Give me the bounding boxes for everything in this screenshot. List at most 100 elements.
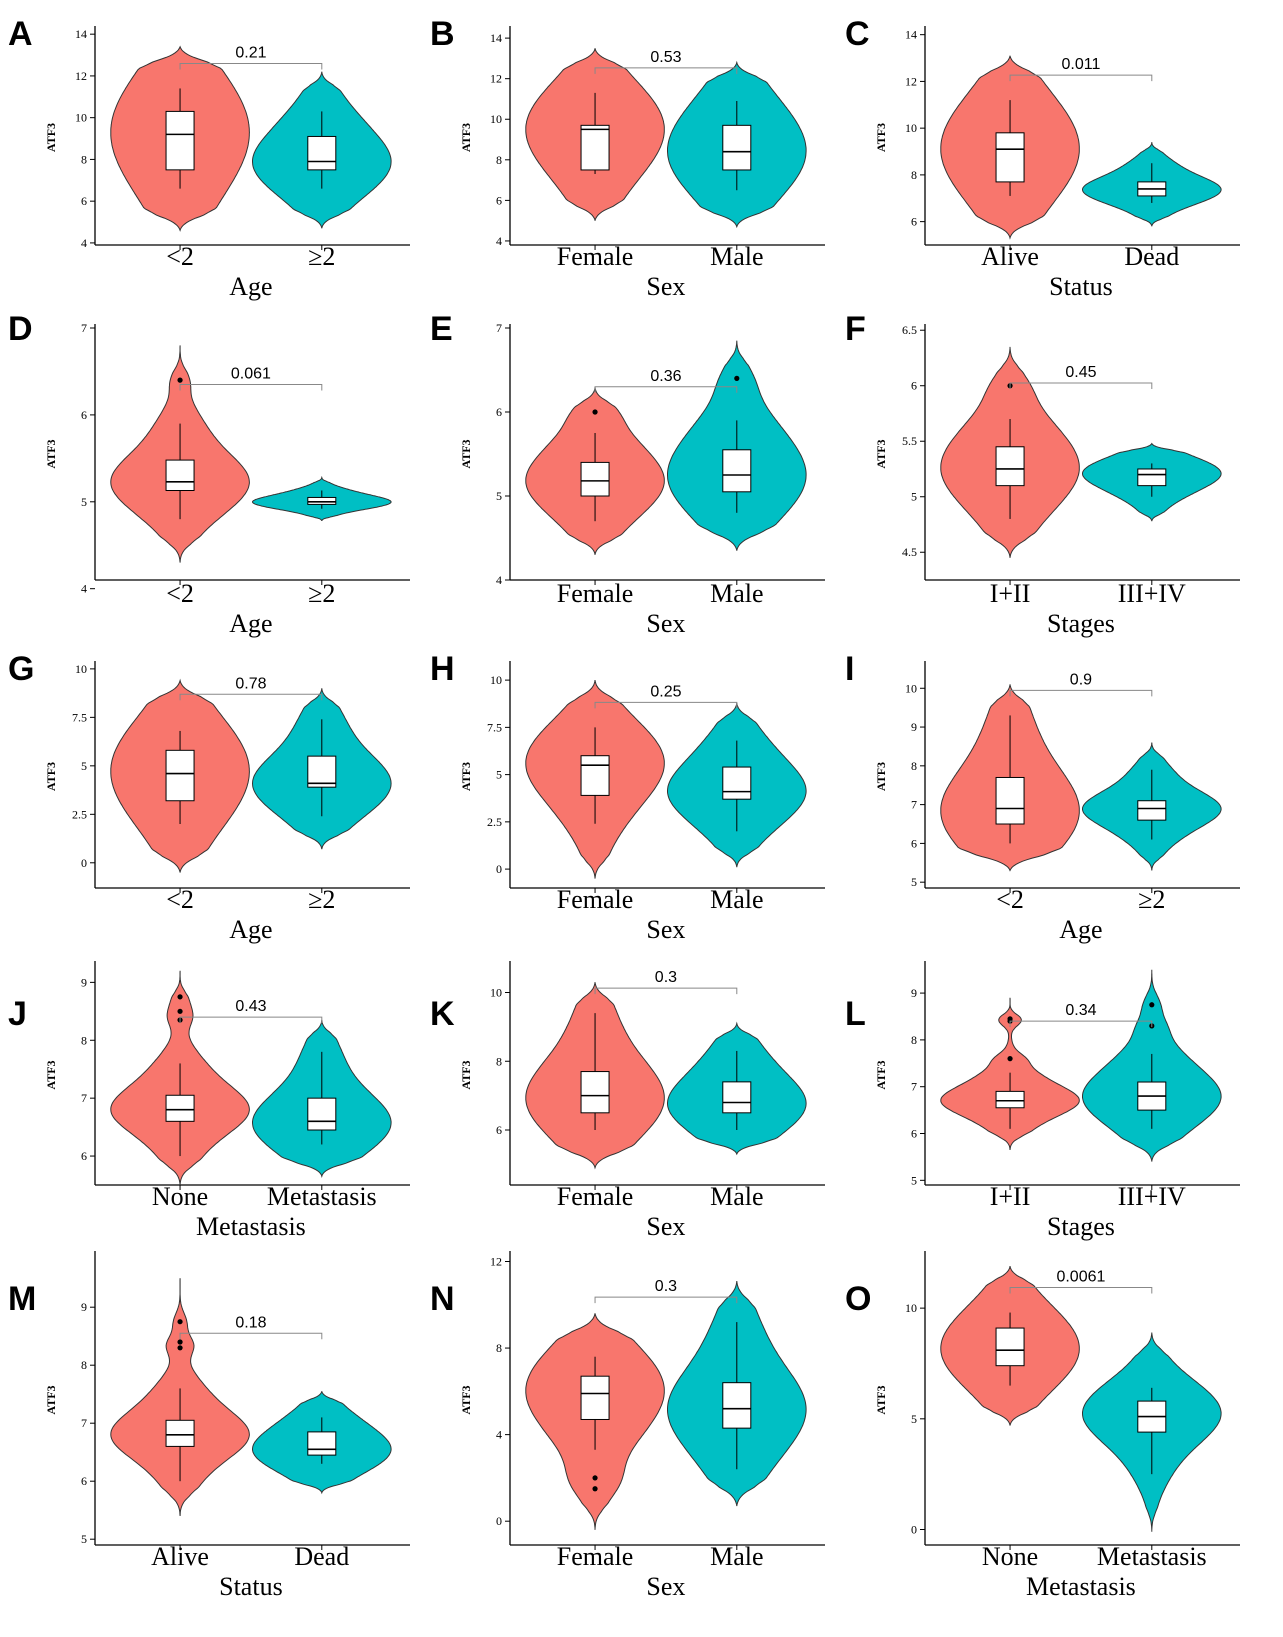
y-tick-label: 5 [81,1532,87,1546]
y-tick-label: 10 [490,112,502,126]
panel-letter: L [845,995,866,1033]
y-tick-label: 10 [75,662,87,676]
category-label: <2 [166,579,194,608]
panel-F: F 4.5 5 5.5 6 6.5 ATF3 I+II III+IV 0.45 Stages [845,310,1240,638]
significance-bracket [179,1016,323,1024]
y-tick-label: 5 [911,875,917,889]
box-iqr [995,1090,1025,1109]
outlier-point [1007,1056,1013,1062]
y-tick-label: 14 [905,28,917,42]
x-axis-label: Stages [1047,1212,1115,1241]
y-tick-label: 9 [81,1300,87,1314]
panel-G: G 0 2.5 5 7.5 10 ATF3 <2 ≥2 0.78 Age [8,650,410,944]
significance-bracket [179,693,323,701]
y-tick-label: 0 [911,1523,917,1537]
x-axis-label: Sex [646,1212,685,1241]
panel-E: E 4 5 6 7 ATF3 Female Male 0.36 Sex [430,310,825,638]
category-label: ≥2 [308,885,335,914]
y-axis-label: ATF3 [44,1060,58,1089]
y-tick-label: 6 [81,408,87,422]
category-label: <2 [166,242,194,271]
y-tick-label: 6.5 [902,323,917,337]
box-iqr [722,124,752,171]
box-iqr [580,1375,610,1420]
category-label: ≥2 [1138,885,1165,914]
p-value-label: 0.43 [235,998,266,1015]
y-tick-label: 10 [490,673,502,687]
y-axis-label: ATF3 [44,439,58,468]
box-iqr [307,755,337,788]
y-axis-label: ATF3 [874,439,888,468]
box-iqr [307,1097,337,1131]
category-label: III+IV [1118,1182,1186,1211]
y-tick-label: 12 [490,1254,502,1268]
y-tick-label: 6 [911,1127,917,1141]
p-value-label: 0.78 [235,675,266,692]
y-axis-label: ATF3 [44,762,58,791]
significance-bracket [179,62,323,70]
category-label: None [152,1182,208,1211]
category-label: Dead [294,1542,349,1571]
x-axis-label: Metastasis [1026,1572,1136,1601]
category-label: Female [557,579,634,608]
y-tick-label: 5 [81,495,87,509]
significance-bracket [1009,1287,1153,1294]
y-axis-label: ATF3 [459,1385,473,1414]
p-value-label: 0.9 [1070,671,1092,688]
y-tick-label: 7 [81,1091,87,1105]
y-tick-label: 8 [496,1054,502,1068]
category-label: Metastasis [1097,1542,1207,1571]
outlier-point [177,994,183,1000]
y-tick-label: 6 [911,379,917,393]
box-iqr [722,1382,752,1429]
y-tick-label: 0 [81,856,87,870]
category-label: Alive [981,242,1039,271]
significance-bracket [594,67,738,74]
panel-letter: B [430,15,455,53]
y-tick-label: 12 [490,72,502,86]
y-tick-label: 8 [496,1341,502,1355]
y-tick-label: 6 [496,1123,502,1137]
y-tick-label: 7 [911,798,917,812]
panel-letter: I [845,650,854,688]
y-tick-label: 0 [496,862,502,876]
p-value-label: 0.3 [655,1278,677,1295]
panel-I: I 5 6 7 8 9 10 ATF3 <2 ≥2 0.9 Age [845,650,1240,944]
box-iqr [722,1081,752,1114]
outlier-point [592,409,598,415]
category-label: Male [710,885,763,914]
y-tick-label: 10 [490,986,502,1000]
x-axis-label: Sex [646,1572,685,1601]
x-axis-label: Status [219,1572,283,1601]
y-tick-label: 12 [75,69,87,83]
category-label: III+IV [1118,579,1186,608]
p-value-label: 0.34 [1065,1002,1096,1019]
significance-bracket [1009,1020,1153,1028]
category-label: Female [557,1182,634,1211]
panel-letter: F [845,310,866,348]
y-tick-label: 8 [496,153,502,167]
panel-C: C 6 8 10 12 14 ATF3 Alive Dead 0.011 Status [845,15,1240,301]
y-tick-label: 8 [911,168,917,182]
y-tick-label: 6 [81,194,87,208]
y-tick-label: 10 [905,681,917,695]
y-tick-label: 4 [496,573,502,587]
outlier-point [1149,1002,1155,1008]
y-tick-label: 14 [490,31,502,45]
y-tick-label: 6 [911,215,917,229]
y-axis-label: ATF3 [459,762,473,791]
outlier-point [177,1008,183,1014]
y-axis-label: ATF3 [44,123,58,152]
y-tick-label: 4 [496,1428,502,1442]
outlier-point [592,1475,598,1481]
y-tick-label: 7 [81,1416,87,1430]
outlier-point [592,1486,598,1492]
y-tick-label: 10 [905,1301,917,1315]
box-iqr [722,449,752,493]
y-axis-label: ATF3 [459,439,473,468]
significance-bracket [179,383,323,391]
y-axis-label: ATF3 [874,1385,888,1414]
y-tick-label: 7.5 [487,720,502,734]
p-value-label: 0.45 [1065,364,1096,381]
box-iqr [307,1431,337,1456]
